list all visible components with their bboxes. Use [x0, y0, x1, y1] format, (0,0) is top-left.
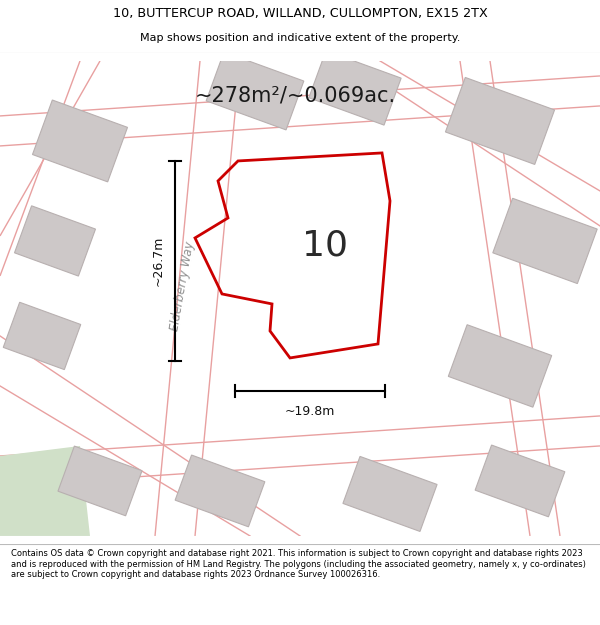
Text: Contains OS data © Crown copyright and database right 2021. This information is : Contains OS data © Crown copyright and d…	[11, 549, 586, 579]
Text: ~19.8m: ~19.8m	[285, 405, 335, 418]
Polygon shape	[14, 206, 95, 276]
Text: 10: 10	[302, 229, 348, 263]
Polygon shape	[32, 100, 128, 182]
Text: ~278m²/~0.069ac.: ~278m²/~0.069ac.	[195, 86, 396, 106]
Polygon shape	[3, 302, 81, 369]
Text: 10, BUTTERCUP ROAD, WILLAND, CULLOMPTON, EX15 2TX: 10, BUTTERCUP ROAD, WILLAND, CULLOMPTON,…	[113, 7, 487, 20]
Polygon shape	[206, 52, 304, 130]
Text: Map shows position and indicative extent of the property.: Map shows position and indicative extent…	[140, 33, 460, 43]
Polygon shape	[343, 456, 437, 531]
Polygon shape	[58, 446, 142, 516]
Text: Elderberry Way: Elderberry Way	[168, 240, 196, 332]
Polygon shape	[493, 198, 597, 284]
Polygon shape	[175, 455, 265, 527]
Polygon shape	[309, 51, 401, 125]
Polygon shape	[445, 78, 554, 164]
Polygon shape	[448, 325, 551, 407]
Text: ~26.7m: ~26.7m	[152, 236, 165, 286]
Polygon shape	[0, 446, 90, 536]
Polygon shape	[475, 445, 565, 517]
